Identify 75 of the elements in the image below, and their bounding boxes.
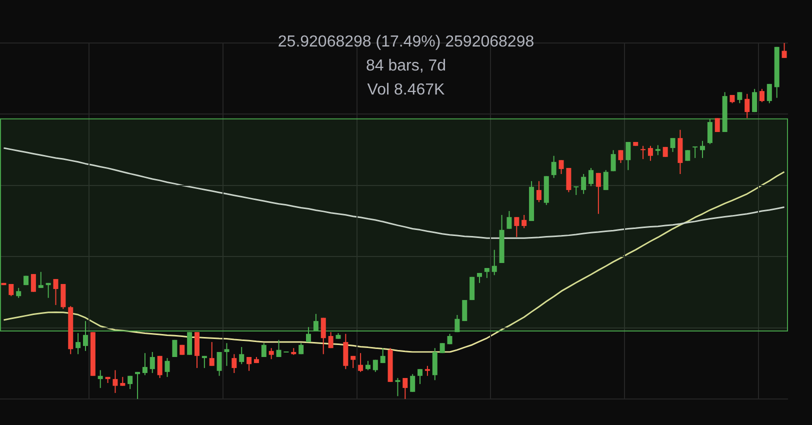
annotation: 84 bars, 7d <box>366 57 446 74</box>
candlestick <box>566 167 572 193</box>
candlestick <box>276 339 282 358</box>
candlestick <box>581 174 586 194</box>
candlestick <box>142 352 148 376</box>
candlestick <box>395 377 400 397</box>
candlestick <box>700 140 706 158</box>
candlestick <box>610 150 616 172</box>
candlestick <box>492 249 497 276</box>
candlestick <box>588 167 594 187</box>
candlestick <box>30 274 36 292</box>
candlestick <box>365 360 370 371</box>
candlestick <box>53 278 58 306</box>
candlestick <box>714 118 720 132</box>
candlestick <box>60 284 66 310</box>
candlestick <box>320 317 326 355</box>
candlestick <box>685 150 690 162</box>
candlestick <box>506 210 512 230</box>
candlestick <box>164 358 170 378</box>
candlestick <box>410 374 416 392</box>
candlestick <box>232 354 237 374</box>
candlestick <box>194 332 200 369</box>
candlestick <box>655 144 660 156</box>
candlestick <box>328 332 334 349</box>
candlestick <box>46 282 51 298</box>
candlestick <box>737 92 742 104</box>
candlestick <box>150 352 155 374</box>
candlestick <box>522 214 527 229</box>
candlestick <box>640 145 646 160</box>
candlestick <box>402 377 408 400</box>
candlestick <box>343 333 348 370</box>
candlestick <box>462 300 468 322</box>
candlestick <box>209 342 214 366</box>
candlestick <box>573 186 580 196</box>
candlestick <box>626 141 631 171</box>
candlestick <box>752 88 758 113</box>
candlestick <box>16 287 22 298</box>
candlestick <box>618 150 624 164</box>
candlestick <box>172 339 178 358</box>
candlestick <box>8 284 14 297</box>
candlestick <box>759 88 764 103</box>
candlestick <box>766 83 772 104</box>
candlestick <box>514 216 520 238</box>
annotation: 25.92068298 (17.49%) 2592068298 <box>278 33 534 50</box>
candlestick <box>536 180 542 203</box>
candlestick <box>268 348 274 360</box>
candlestick <box>596 172 601 214</box>
candlestick <box>558 160 564 175</box>
candlestick <box>692 146 698 158</box>
candlestick <box>424 365 430 376</box>
candlestick <box>246 356 252 372</box>
candlestick <box>239 346 244 365</box>
candlestick <box>418 368 423 385</box>
candlestick <box>782 42 787 58</box>
candlestick <box>551 155 556 178</box>
candlestick <box>202 355 207 369</box>
candlestick <box>648 145 653 162</box>
candlestick <box>380 348 386 364</box>
annotation: Vol 8.467K <box>367 81 446 98</box>
candlestick <box>224 342 230 366</box>
candlestick <box>128 375 133 390</box>
candlestick <box>261 342 266 358</box>
candlestick <box>135 371 140 400</box>
candlestick <box>670 138 676 152</box>
candlestick <box>350 355 356 369</box>
candlestick <box>358 352 364 372</box>
candlestick <box>603 170 608 191</box>
candlestick <box>372 359 378 372</box>
candlestick <box>38 271 44 288</box>
candlestick <box>157 355 162 378</box>
candlestick <box>432 348 438 381</box>
candlestick <box>112 370 118 394</box>
candlestick <box>98 370 103 388</box>
candlestick <box>216 352 222 376</box>
candlestick <box>744 93 750 119</box>
